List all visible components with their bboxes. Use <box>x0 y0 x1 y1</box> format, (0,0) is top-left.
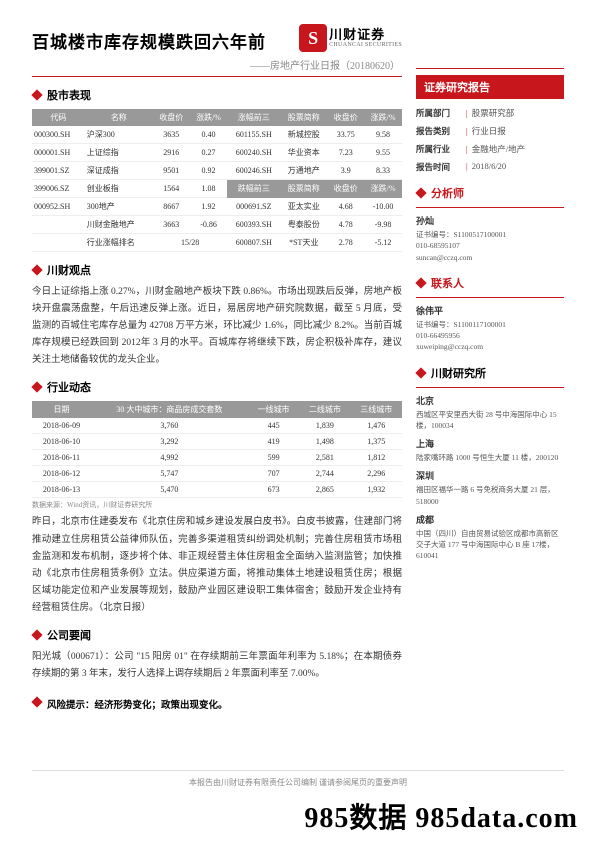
meta-date: 报告时间|2018/6/20 <box>416 161 564 173</box>
company-text: 阳光城（000671）：公司 "15 阳房 01" 在存续期前三年票面年利率为 … <box>32 649 402 683</box>
section-industry-heading: 行业动态 <box>32 379 402 395</box>
contact-name: 徐伟平 <box>416 304 564 317</box>
section-viewpoint-heading: 川财观点 <box>32 262 402 278</box>
addr-1: 陆家嘴环路 1000 号恒生大厦 11 楼，200120 <box>416 452 564 463</box>
page-title: 百城楼市库存规模跌回六年前 <box>32 28 266 53</box>
section-risk-heading: 风险提示：经济形势变化；政策出现变化。 <box>32 693 402 711</box>
addr-city-2: 深圳 <box>416 469 564 482</box>
sidebar-report-title: 证券研究报告 <box>416 75 564 99</box>
addr-0: 西城区平安里西大街 28 号中海国际中心 15 楼，100034 <box>416 409 564 432</box>
sidebar-analyst-heading: 分析师 <box>416 185 564 201</box>
contact-cert: 证书编号：S1100117100001 <box>416 319 564 330</box>
industry-table: 日期 30 大中城市：商品房成交套数 一线城市 二线城市 三线城市 2018-0… <box>32 401 402 498</box>
analyst-phone: 010-68595107 <box>416 240 564 251</box>
brand-logo: S 川财证券 CHUANCAI SECURITIES <box>299 24 402 52</box>
market-table: 代码 名称 收盘价 涨跌/% 涨幅前三 股票简称 收盘价 涨跌/% 000300… <box>32 109 402 252</box>
analyst-cert: 证书编号：S1100517100001 <box>416 229 564 240</box>
sidebar-institute-heading: 川财研究所 <box>416 365 564 381</box>
sidebar-contact-heading: 联系人 <box>416 275 564 291</box>
contact-email: xuweiping@cczq.com <box>416 341 564 352</box>
addr-city-3: 成都 <box>416 513 564 526</box>
analyst-email: suncan@cczq.com <box>416 252 564 263</box>
table-source: 数据来源：Wind资讯，川财证券研究所 <box>32 500 402 510</box>
meta-type: 报告类别|行业日报 <box>416 125 564 137</box>
addr-city-0: 北京 <box>416 394 564 407</box>
section-market-heading: 股市表现 <box>32 87 402 103</box>
industry-text: 昨日，北京市住建委发布《北京住房和城乡建设发展白皮书》。白皮书披露，住建部门将推… <box>32 514 402 617</box>
meta-dept: 所属部门|股票研究部 <box>416 107 564 119</box>
addr-city-1: 上海 <box>416 437 564 450</box>
analyst-name: 孙灿 <box>416 214 564 227</box>
addr-3: 中国（四川）自由贸易试验区成都市高新区交子大道 177 号中海国际中心 B 座 … <box>416 528 564 562</box>
logo-cn: 川财证券 <box>329 28 402 42</box>
page-footer: 本报告由川财证券有限责任公司编制 谨请参阅尾页的重要声明 <box>32 770 564 788</box>
addr-2: 福田区福华一路 6 号免税商务大厦 21 层，518000 <box>416 484 564 507</box>
section-company-heading: 公司要闻 <box>32 627 402 643</box>
watermark: 985数据 985data.com <box>304 796 578 836</box>
subtitle: ——房地产行业日报（20180620） <box>32 57 402 72</box>
viewpoint-text: 今日上证综指上涨 0.27%，川财金融地产板块下跌 0.86%。市场出现跌后反弹… <box>32 284 402 369</box>
logo-en: CHUANCAI SECURITIES <box>329 42 402 48</box>
meta-industry: 所属行业|金融地产/地产 <box>416 143 564 155</box>
contact-phone: 010-66495956 <box>416 330 564 341</box>
logo-icon: S <box>299 24 327 52</box>
